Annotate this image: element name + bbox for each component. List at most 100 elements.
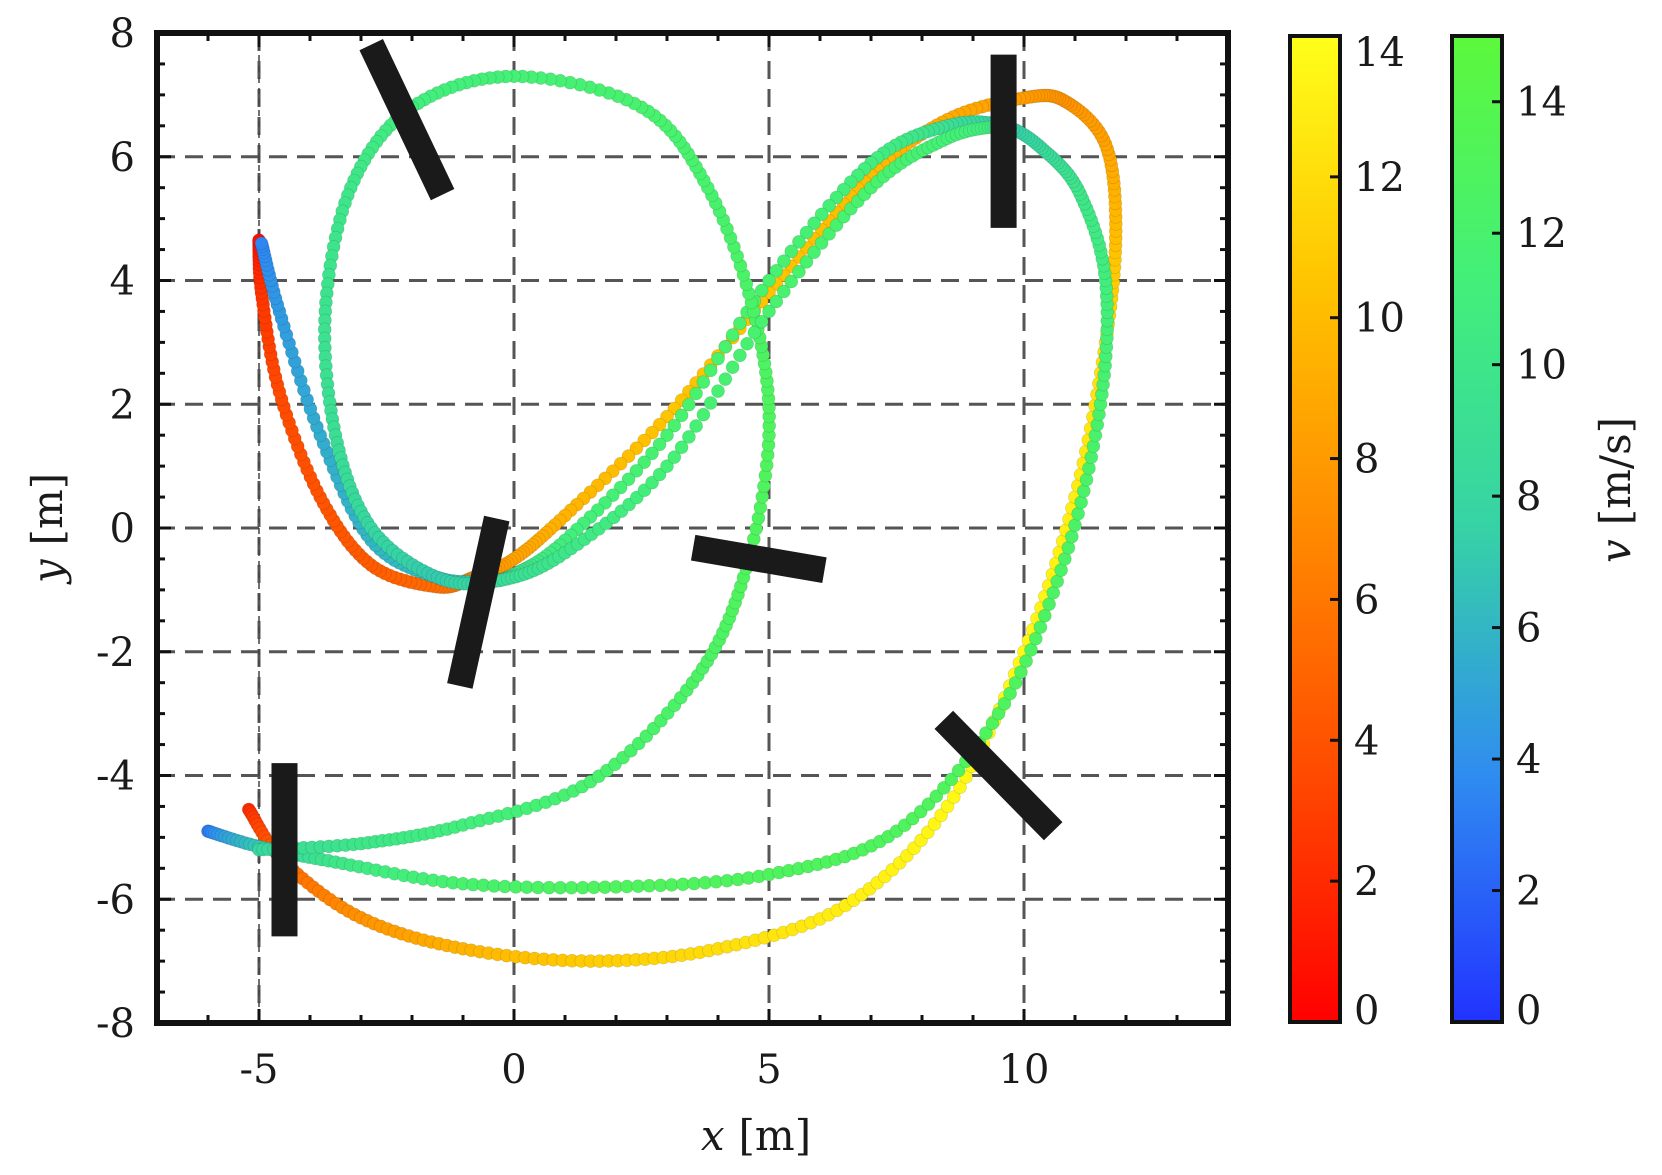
colorbar-tick-label: 0 bbox=[1516, 988, 1541, 1034]
trajectory-point bbox=[652, 467, 667, 482]
trajectory-point bbox=[951, 763, 966, 778]
trajectory-point bbox=[682, 397, 696, 412]
trajectory-point bbox=[674, 440, 689, 455]
colorbar-tick-label: 6 bbox=[1354, 577, 1379, 623]
trajectory-point bbox=[1068, 518, 1082, 533]
trajectory-point bbox=[799, 254, 814, 269]
trajectory-point bbox=[1019, 654, 1033, 668]
trajectory-point bbox=[822, 226, 836, 241]
trajectory-point bbox=[725, 360, 740, 375]
y-tick-labels: 8 6 4 2 0 -2 -4 -6 -8 bbox=[96, 11, 135, 1047]
trajectory-point bbox=[1024, 643, 1038, 657]
trajectory-point bbox=[696, 375, 711, 390]
obstacle-bar bbox=[447, 515, 510, 689]
trajectory-point bbox=[921, 797, 936, 811]
trajectory-point bbox=[667, 418, 682, 433]
trajectory-point bbox=[667, 450, 682, 465]
colorbar-tick-label: 10 bbox=[1516, 343, 1567, 389]
trajectory-point bbox=[776, 284, 791, 299]
trajectory-point bbox=[814, 236, 829, 250]
trajectory-point bbox=[711, 384, 725, 399]
trajectory-point bbox=[807, 245, 821, 260]
colorbar-tick-label: 2 bbox=[1516, 869, 1541, 915]
trajectory-point bbox=[629, 441, 644, 456]
trajectory-point bbox=[792, 264, 806, 279]
trajectory-point bbox=[929, 789, 944, 804]
trajectory-point bbox=[1071, 506, 1085, 521]
trajectory-point bbox=[807, 216, 821, 231]
trajectory-point bbox=[997, 696, 1012, 711]
colorbar-tick-label: 14 bbox=[1516, 80, 1567, 126]
trajectory-point bbox=[696, 407, 711, 422]
trajectory-point bbox=[703, 363, 718, 378]
trajectory-point bbox=[985, 716, 1000, 731]
trajectory-series bbox=[201, 69, 1123, 968]
x-axis-title: x [m] bbox=[701, 1111, 811, 1160]
y-tick-label: -6 bbox=[96, 877, 135, 923]
trajectory-point bbox=[979, 726, 993, 740]
x-tick-label: -5 bbox=[240, 1047, 279, 1093]
trajectory-point bbox=[733, 348, 747, 363]
trajectory-point bbox=[762, 304, 776, 319]
colorbar-tick-label: 4 bbox=[1516, 737, 1541, 783]
y-tick-label: 6 bbox=[110, 135, 135, 181]
colorbar-tick-label: 0 bbox=[1354, 988, 1379, 1034]
trajectory-point bbox=[769, 263, 784, 278]
trajectory-point bbox=[725, 328, 740, 342]
trajectory-point bbox=[645, 425, 659, 440]
trajectory-point bbox=[645, 446, 659, 461]
trajectory-point bbox=[784, 274, 799, 289]
trajectory-point bbox=[946, 790, 961, 804]
trajectory-point bbox=[940, 799, 955, 814]
colorbar-tick-label: 12 bbox=[1516, 211, 1567, 257]
x-tick-label: 5 bbox=[756, 1047, 781, 1093]
trajectory-point bbox=[1003, 686, 1017, 701]
obstacle-bars bbox=[271, 39, 1063, 937]
trajectory-point bbox=[747, 325, 762, 340]
trajectory-point bbox=[1033, 620, 1048, 635]
trajectory-point bbox=[652, 437, 667, 452]
trajectory-point bbox=[792, 234, 806, 249]
trajectory-point bbox=[1064, 529, 1079, 544]
trajectory-point bbox=[621, 472, 636, 487]
y-tick-label: 2 bbox=[110, 382, 135, 428]
colorbar-tick-label: 8 bbox=[1516, 474, 1541, 520]
colorbar-red-yellow bbox=[1288, 34, 1342, 1024]
trajectory-point bbox=[1074, 495, 1088, 510]
trajectory-point bbox=[740, 336, 754, 351]
trajectory-point bbox=[637, 455, 652, 470]
colorbar-blue-green bbox=[1450, 34, 1504, 1024]
y-tick-label: 4 bbox=[110, 259, 135, 305]
colorbar-tick-label: 10 bbox=[1354, 296, 1405, 342]
trajectory-point bbox=[754, 283, 769, 298]
trajectory-point bbox=[991, 706, 1006, 721]
trajectory-point bbox=[1082, 461, 1096, 476]
y-tick-label: -4 bbox=[96, 754, 135, 800]
trajectory-point bbox=[953, 780, 967, 795]
obstacle-bar bbox=[690, 534, 827, 583]
trajectory-point bbox=[703, 396, 718, 410]
trajectory-point bbox=[814, 207, 829, 222]
obstacle-bar bbox=[934, 710, 1063, 841]
x-tick-labels: -5 0 5 10 bbox=[240, 1047, 1050, 1093]
y-tick-label: -2 bbox=[96, 630, 135, 676]
trajectory-point bbox=[1079, 472, 1094, 487]
obstacle-bar bbox=[359, 39, 455, 201]
trajectory-point bbox=[660, 459, 674, 474]
x-tick-label: 10 bbox=[999, 1047, 1050, 1093]
colorbar-tick-label: 14 bbox=[1354, 30, 1405, 76]
colorbar-axis-title: v[m/s] bbox=[1591, 417, 1640, 563]
x-tick-label: 0 bbox=[501, 1047, 526, 1093]
trajectory-point bbox=[1076, 484, 1091, 498]
trajectory-series-3 bbox=[252, 69, 1006, 857]
trajectory-point bbox=[711, 351, 725, 366]
colorbar-tick-label: 2 bbox=[1354, 859, 1379, 905]
trajectory-point bbox=[629, 463, 644, 478]
trajectory-point bbox=[733, 316, 747, 331]
trajectory-point bbox=[944, 772, 959, 787]
y-axis-title: y[m] bbox=[23, 473, 72, 585]
plot-frame bbox=[154, 30, 1231, 1026]
trajectory-point bbox=[754, 314, 769, 329]
trajectory-point bbox=[776, 254, 791, 269]
